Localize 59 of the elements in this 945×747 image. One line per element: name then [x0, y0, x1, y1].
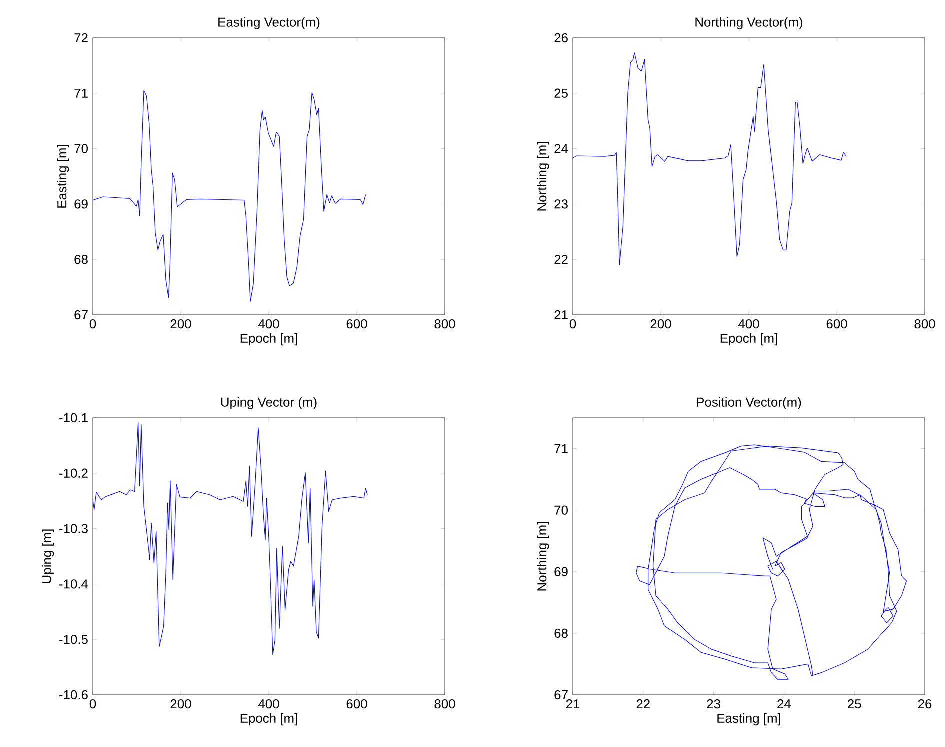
x-tick-label: 0	[570, 320, 576, 329]
y-tick-label: 21	[554, 310, 568, 320]
x-tick-label: 400	[258, 700, 280, 709]
y-tick-label: 22	[554, 255, 568, 264]
x-tick-label: 400	[258, 320, 280, 329]
x-tick-label: 800	[914, 320, 936, 329]
x-tick-label: 22	[636, 700, 650, 709]
y-tick-label: 70	[554, 506, 568, 515]
chart-title: Easting Vector(m)	[218, 17, 320, 30]
x-tick-label: 23	[707, 700, 720, 709]
line-series	[573, 52, 847, 266]
x-tick-label: 600	[826, 320, 848, 329]
y-tick-label: -10.4	[60, 580, 88, 589]
x-axis-title: Epoch [m]	[240, 714, 298, 726]
x-tick-label: 600	[346, 700, 368, 709]
x-tick-label: 200	[170, 320, 192, 329]
x-tick-label: 600	[346, 320, 368, 329]
y-tick-label: 23	[554, 200, 568, 209]
x-tick-label: 21	[566, 700, 580, 709]
y-tick-label: -10.2	[60, 468, 88, 478]
y-tick-label: 68	[554, 628, 568, 638]
y-tick-label: -10.5	[60, 635, 88, 644]
y-axis-title: Uping [m]	[42, 530, 54, 584]
y-tick-label: 69	[74, 200, 88, 209]
y-tick-label: 70	[74, 144, 88, 154]
y-tick-label: 71	[554, 444, 568, 454]
x-tick-label: 25	[848, 700, 862, 709]
x-tick-label: 26	[918, 700, 932, 709]
y-tick-label: 24	[554, 144, 568, 154]
x-axis-title: Epoch [m]	[240, 334, 298, 346]
y-tick-label: 67	[554, 690, 568, 700]
y-tick-label: 67	[74, 310, 88, 320]
y-tick-label: 26	[554, 33, 568, 43]
x-tick-label: 24	[778, 700, 792, 709]
y-tick-label: 25	[554, 88, 568, 98]
y-tick-label: -10.3	[60, 524, 88, 534]
chart-title: Uping Vector (m)	[221, 397, 317, 410]
line-series	[93, 90, 366, 302]
line-series	[636, 444, 908, 680]
y-axis-title: Northing [m]	[537, 142, 550, 211]
chart-title: Position Vector(m)	[697, 397, 802, 410]
y-tick-label: 69	[554, 567, 568, 576]
x-tick-label: 0	[90, 320, 96, 329]
x-tick-label: 800	[434, 320, 456, 329]
y-tick-label: 72	[74, 33, 88, 43]
x-tick-label: 0	[90, 700, 96, 709]
x-tick-label: 400	[738, 320, 760, 329]
chart-title: Northing Vector(m)	[696, 17, 803, 30]
y-tick-label: -10.6	[60, 690, 88, 700]
x-tick-label: 200	[650, 320, 672, 329]
y-axis-title: Easting [m]	[57, 145, 70, 208]
x-tick-label: 200	[170, 700, 192, 709]
y-axis-title: Northing [m]	[537, 522, 550, 591]
y-tick-label: 71	[74, 88, 88, 98]
x-tick-label: 800	[434, 700, 456, 709]
x-axis-title: Epoch [m]	[720, 334, 778, 346]
y-tick-label: -10.1	[60, 413, 88, 423]
y-tick-label: 68	[74, 255, 88, 264]
x-axis-title: Easting [m]	[718, 714, 780, 726]
